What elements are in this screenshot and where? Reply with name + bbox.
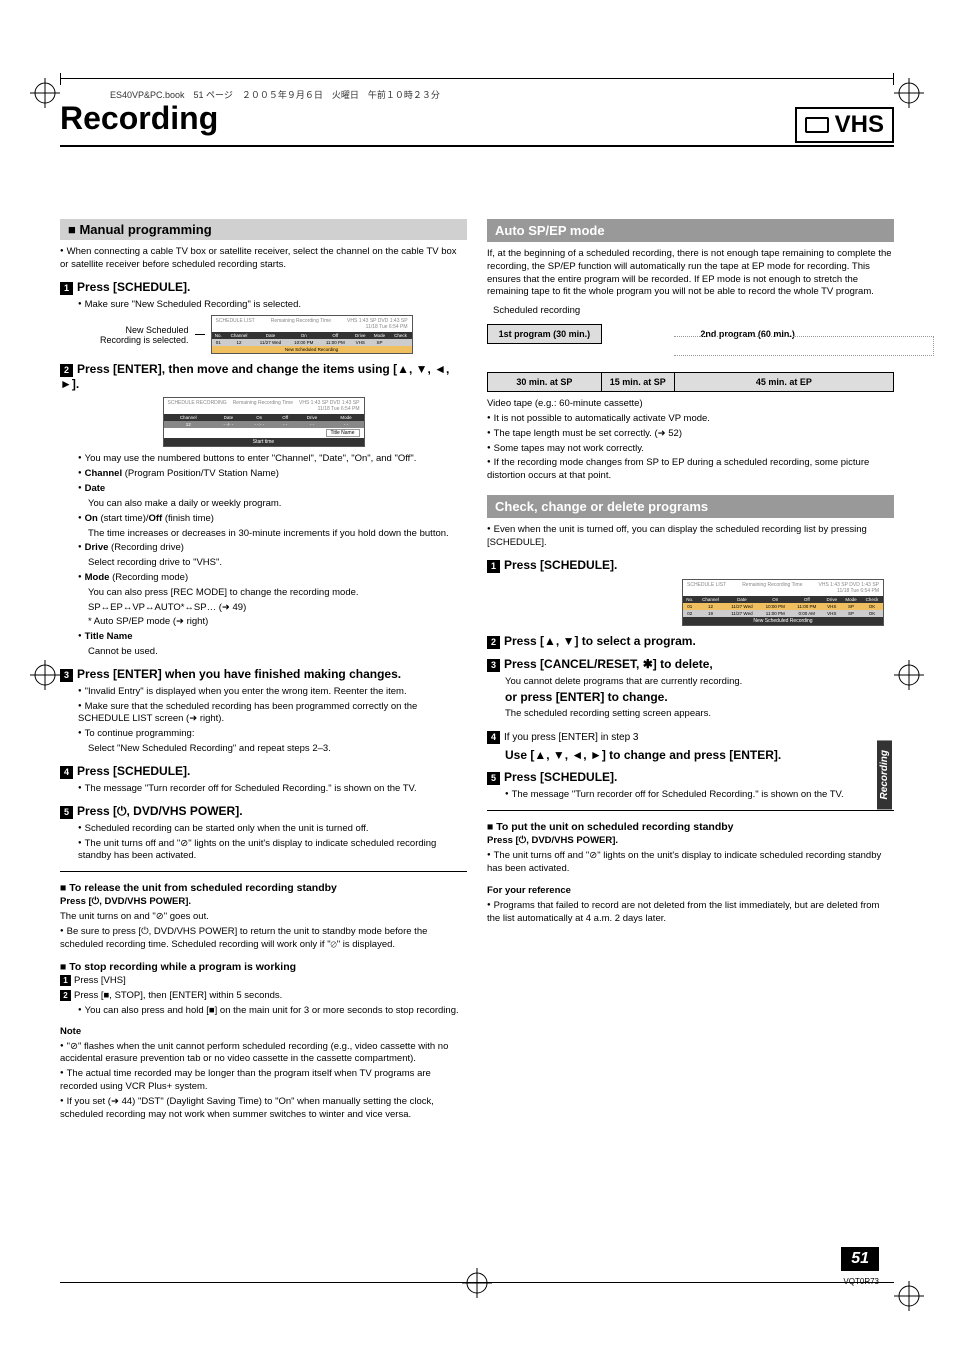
auto-intro: If, at the beginning of a scheduled reco… [487, 248, 894, 299]
page-title: Recording [60, 100, 218, 137]
sub-stop: To stop recording while a program is wor… [60, 961, 467, 973]
step1-body: Make sure "New Scheduled Recording" is s… [78, 299, 467, 312]
intro-text: When connecting a cable TV box or satell… [60, 246, 467, 272]
r-step5: 5Press [SCHEDULE]. [487, 770, 894, 785]
s2-b1: You may use the numbered buttons to ente… [78, 453, 467, 466]
step4: 4Press [SCHEDULE]. [60, 764, 467, 779]
caption-new1: New Scheduled [126, 325, 189, 335]
header-file-info: ES40VP&PC.book 51 ページ ２００５年９月６日 火曜日 午前１０… [110, 88, 440, 101]
section-manual: ■ Manual programming [60, 219, 467, 240]
tape-icon [805, 117, 829, 133]
vhs-label: VHS [835, 111, 884, 139]
step2: 2Press [ENTER], then move and change the… [60, 362, 467, 391]
tv-screen-3: SCHEDULE LISTRemaining Recording Time VH… [682, 579, 884, 626]
r-sub1: To put the unit on scheduled recording s… [487, 821, 894, 833]
page-number: 51 [841, 1247, 879, 1271]
registration-mark [30, 660, 60, 690]
r-step1: 1Press [SCHEDULE]. [487, 558, 894, 573]
registration-mark [30, 78, 60, 108]
sub-release: To release the unit from scheduled recor… [60, 882, 467, 894]
section-auto: Auto SP/EP mode [487, 219, 894, 242]
r-step3: 3Press [CANCEL/RESET, ✱] to delete, [487, 657, 894, 672]
registration-mark [894, 78, 924, 108]
side-tab: Recording [877, 740, 892, 809]
vhs-badge: VHS [795, 107, 894, 143]
crop-line [60, 78, 894, 81]
bottom-crop [60, 1282, 894, 1301]
step5: 5Press [⏻, DVD/VHS POWER]. [60, 804, 467, 819]
caption-new2: Recording is selected. [100, 335, 189, 345]
sched-rec-label: Scheduled recording [493, 305, 894, 318]
step3: 3Press [ENTER] when you have finished ma… [60, 667, 467, 682]
tv-screen-1: SCHEDULE LISTRemaining Recording Time VH… [211, 315, 413, 354]
step1: 1Press [SCHEDULE]. [60, 280, 467, 295]
registration-mark [894, 660, 924, 690]
tape-diagram-table: 1st program (30 min.) 2nd program (60 mi… [487, 324, 894, 392]
tape-caption: Video tape (e.g.: 60-minute cassette) [487, 398, 894, 411]
r-step4: 4If you press [ENTER] in step 3 [487, 729, 894, 744]
r-step2: 2Press [▲, ▼] to select a program. [487, 634, 894, 649]
registration-mark [894, 1281, 924, 1311]
section-check: Check, change or delete programs [487, 495, 894, 518]
tv-screen-2: SCHEDULE RECORDINGRemaining Recording Ti… [163, 397, 365, 447]
